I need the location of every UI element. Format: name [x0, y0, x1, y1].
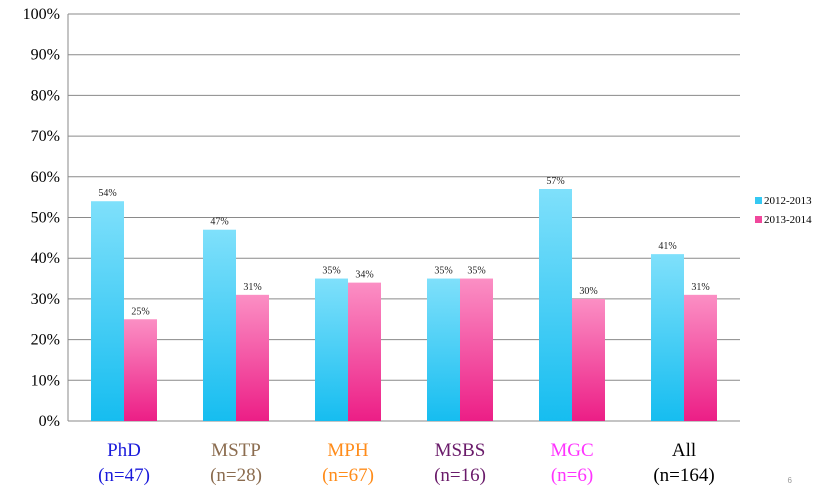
bar-2012-2013-MSTP — [203, 229, 236, 421]
y-tick-label: 60% — [31, 169, 60, 186]
y-tick-label: 30% — [31, 291, 60, 308]
bar-2013-2014-MSTP — [236, 294, 269, 421]
bar-2013-2014-PhD — [124, 319, 157, 421]
data-label: 41% — [658, 241, 676, 252]
data-label: 35% — [467, 266, 485, 277]
data-label: 54% — [98, 188, 116, 199]
bar-2013-2014-MSBS — [460, 278, 493, 421]
bars — [91, 189, 717, 421]
data-labels: 54% 25% 47% 31% 35% 34% 35% 35% 57% 30% 41% 31% — [98, 176, 709, 317]
gridlines — [68, 13, 740, 422]
category-label: MGC — [550, 440, 593, 461]
legend: 2012-2013 2013-2014 — [755, 195, 812, 226]
y-tick-label: 80% — [31, 87, 60, 104]
category-label: All — [672, 440, 696, 461]
y-tick-label: 90% — [31, 47, 60, 64]
bar-2012-2013-MGC — [539, 189, 572, 421]
data-label: 35% — [434, 266, 452, 277]
bar-2012-2013-PhD — [91, 201, 124, 421]
category-label: MSTP — [211, 440, 261, 461]
page-number: 6 — [787, 476, 792, 485]
bar-2012-2013-MSBS — [427, 278, 460, 421]
bar-2012-2013-MPH — [315, 278, 348, 421]
bar-2013-2014-MPH — [348, 282, 381, 421]
category-label: PhD — [107, 440, 141, 461]
category-label: MPH — [327, 440, 368, 461]
y-tick-label: 40% — [31, 250, 60, 267]
y-tick-label: 10% — [31, 372, 60, 389]
bar-2012-2013-All — [651, 254, 684, 421]
category-sublabel: (n=164) — [653, 465, 714, 486]
y-tick-label: 20% — [31, 332, 60, 349]
category-sublabel: (n=28) — [210, 465, 262, 486]
category-label: MSBS — [435, 440, 486, 461]
data-label: 31% — [243, 282, 261, 293]
data-label: 47% — [210, 217, 228, 228]
y-axis: 0% 10% 20% 30% 40% 50% 60% 70% 80% 90% 100% — [23, 6, 69, 430]
legend-swatch — [755, 216, 762, 223]
y-tick-label: 100% — [23, 6, 60, 23]
y-tick-label: 70% — [31, 128, 60, 145]
data-label: 30% — [579, 286, 597, 297]
legend-swatch — [755, 197, 762, 204]
category-sublabel: (n=16) — [434, 465, 486, 486]
category-sublabel: (n=67) — [322, 465, 374, 486]
data-label: 57% — [546, 176, 564, 187]
data-label: 34% — [355, 270, 373, 281]
data-label: 35% — [322, 266, 340, 277]
legend-label: 2012-2013 — [764, 195, 812, 207]
data-label: 25% — [131, 306, 149, 317]
legend-label: 2013-2014 — [764, 214, 812, 226]
category-sublabel: (n=6) — [551, 465, 593, 486]
y-tick-label: 50% — [31, 210, 60, 227]
category-sublabel: (n=47) — [98, 465, 150, 486]
bar-2013-2014-All — [684, 294, 717, 421]
y-tick-label: 0% — [39, 413, 60, 430]
bar-2013-2014-MGC — [572, 298, 605, 421]
data-label: 31% — [691, 282, 709, 293]
category-labels: PhD (n=47) MSTP (n=28) MPH (n=67) MSBS (n=16) MG… — [98, 440, 715, 486]
